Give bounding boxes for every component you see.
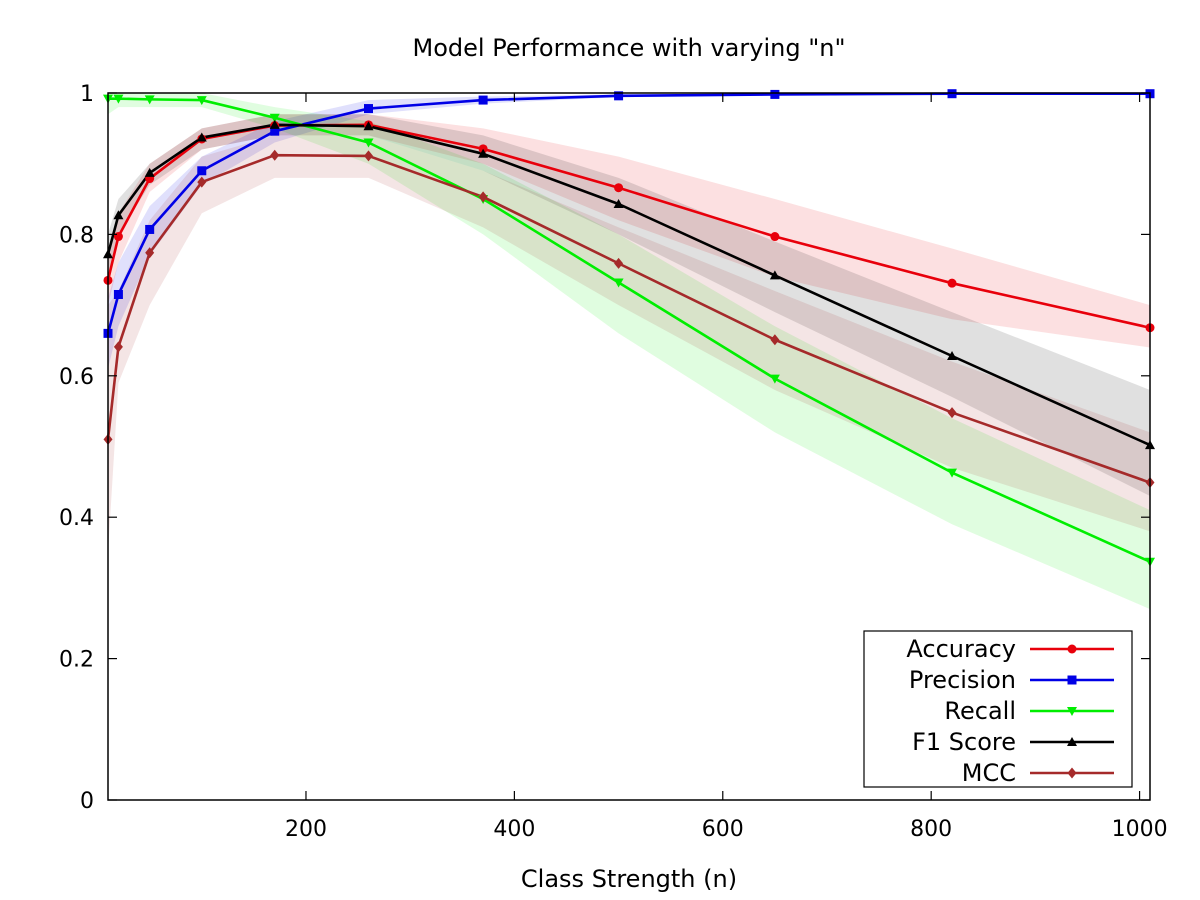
mcc-point [270, 149, 280, 161]
recall-point [947, 468, 958, 478]
recall-point [613, 278, 624, 288]
legend: Accuracy Precision Recall F1 Score MCC [863, 630, 1133, 788]
confidence-bands [108, 93, 1150, 610]
recall-point [769, 374, 780, 384]
x-axis-label: Class Strength (n) [521, 865, 737, 893]
f1-score-point [113, 210, 124, 220]
legend-label-mcc: MCC [962, 759, 1016, 787]
plot-frame [107, 92, 1151, 801]
accuracy-band [108, 114, 1150, 348]
legend-label-recall: Recall [944, 697, 1016, 725]
f1-score-point [196, 132, 207, 142]
f1-score-point [144, 167, 155, 177]
y-tick-label: 0 [80, 789, 94, 814]
precision-point [113, 289, 123, 299]
mcc-point [770, 334, 780, 346]
precision-point [364, 104, 373, 114]
series-markers [103, 89, 1155, 567]
legend-marker-f1-score [1067, 737, 1077, 746]
f1-score-point [769, 270, 780, 280]
x-tick-label: 200 [285, 817, 327, 842]
legend-box [863, 630, 1133, 788]
precision-point [614, 91, 624, 101]
y-tick-label: 0.6 [59, 365, 94, 390]
precision-point [145, 224, 155, 234]
legend-label-f1-score: F1 Score [912, 728, 1016, 756]
recall-point [269, 113, 280, 123]
f1-score-point [947, 351, 958, 361]
y-tick-label: 0.2 [59, 648, 94, 673]
precision-point [270, 126, 280, 136]
mcc-point [145, 247, 155, 259]
recall-point [363, 138, 374, 148]
f1-score-point [269, 119, 280, 129]
y-tick-label: 0.8 [59, 223, 94, 248]
legend-marker-recall [1067, 707, 1077, 716]
mcc-point [614, 257, 624, 269]
mcc-point [947, 407, 957, 419]
chart-title: Model Performance with varying "n" [413, 34, 846, 62]
recall-point [196, 96, 207, 106]
y-tick-label: 1 [80, 82, 94, 107]
recall-band [108, 93, 1150, 610]
legend-label-precision: Precision [909, 666, 1016, 694]
legend-marker-accuracy [1067, 644, 1077, 654]
recall-point [144, 95, 155, 105]
precision-point [770, 89, 780, 99]
f1-score-point [363, 121, 374, 131]
precision-point [197, 166, 207, 176]
f1-score-point [478, 148, 489, 158]
x-tick-label: 600 [702, 817, 744, 842]
legend-marker-precision [1067, 675, 1077, 685]
recall-point [113, 94, 124, 104]
mcc-point [478, 191, 488, 203]
accuracy-point [113, 232, 123, 242]
axis-ticks: 200 400 600 800 1000 0 0.2 0.4 0.6 0.8 1 [59, 82, 1168, 842]
x-tick-label: 1000 [1112, 817, 1168, 842]
x-tick-label: 400 [493, 817, 535, 842]
mcc-point [197, 176, 207, 188]
legend-label-accuracy: Accuracy [906, 635, 1016, 663]
accuracy-point [947, 278, 957, 288]
f1-score-point [613, 198, 624, 208]
x-tick-label: 800 [910, 817, 952, 842]
mcc-point [364, 150, 373, 162]
legend-marker-mcc [1067, 767, 1077, 779]
y-tick-label: 0.4 [59, 506, 94, 531]
mcc-point [113, 341, 123, 353]
accuracy-point [770, 232, 780, 242]
precision-point [478, 95, 488, 105]
accuracy-point [614, 183, 624, 193]
